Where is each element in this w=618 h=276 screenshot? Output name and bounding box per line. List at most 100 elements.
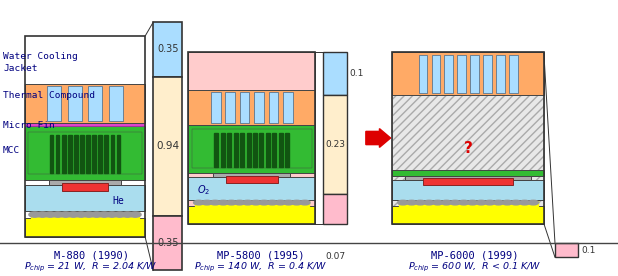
Bar (226, 176, 278, 183)
Bar (260, 132, 263, 166)
Circle shape (29, 212, 41, 217)
Bar (111, 135, 114, 173)
Bar (213, 173, 290, 177)
Circle shape (106, 212, 118, 217)
Circle shape (520, 200, 530, 205)
Circle shape (234, 200, 245, 205)
Circle shape (218, 200, 229, 205)
Bar (98, 135, 102, 173)
Bar (117, 135, 121, 173)
Bar (444, 55, 453, 93)
Circle shape (284, 200, 294, 205)
Circle shape (433, 200, 443, 205)
Circle shape (415, 200, 426, 205)
Bar (80, 135, 84, 173)
Bar (234, 132, 238, 166)
Bar (25, 218, 145, 237)
FancyArrow shape (366, 129, 391, 147)
Bar (25, 123, 145, 126)
Text: $P_{chip}$ = 21 W,  $R$ = 2.04 K/W: $P_{chip}$ = 21 W, $R$ = 2.04 K/W (25, 261, 158, 274)
Bar (188, 52, 315, 224)
Bar (457, 55, 466, 93)
Circle shape (485, 200, 495, 205)
Circle shape (510, 200, 521, 205)
Bar (392, 206, 544, 224)
Circle shape (441, 200, 452, 205)
Bar (496, 55, 505, 93)
Bar (405, 176, 531, 180)
Bar (86, 135, 90, 173)
Bar (392, 180, 544, 200)
Text: $P_{chip}$ = 140 W,  $R$ = 0.4 K/W: $P_{chip}$ = 140 W, $R$ = 0.4 K/W (195, 261, 328, 274)
Circle shape (251, 200, 261, 205)
Circle shape (450, 200, 460, 205)
Bar (25, 36, 145, 237)
Bar (192, 129, 312, 168)
Bar (266, 132, 270, 166)
Bar (483, 55, 492, 93)
Text: ?: ? (464, 141, 473, 156)
Circle shape (52, 212, 64, 217)
Text: 0.94: 0.94 (156, 141, 179, 151)
Bar (28, 132, 142, 174)
Bar (392, 52, 544, 95)
Text: 0.23: 0.23 (325, 140, 345, 149)
Bar (323, 194, 347, 224)
Bar (153, 216, 182, 270)
Bar (423, 178, 513, 185)
Circle shape (407, 200, 417, 205)
Text: $P_{chip}$ = 600 W,  $R$ < 0.1 K/W: $P_{chip}$ = 600 W, $R$ < 0.1 K/W (408, 261, 541, 274)
Circle shape (129, 212, 141, 217)
Text: 0.1: 0.1 (582, 246, 596, 254)
Text: M-880 (1990): M-880 (1990) (54, 251, 129, 261)
Text: Water Cooling
Jacket: Water Cooling Jacket (3, 52, 78, 73)
Circle shape (83, 212, 95, 217)
Circle shape (201, 200, 212, 205)
Text: 0.35: 0.35 (157, 44, 179, 54)
Bar (188, 177, 315, 200)
Text: $O_2$: $O_2$ (197, 183, 210, 197)
Bar (25, 185, 145, 211)
Text: 0.35: 0.35 (157, 238, 179, 248)
Bar (253, 132, 257, 166)
Circle shape (267, 200, 277, 205)
Bar (153, 77, 182, 216)
Bar (188, 52, 315, 224)
Bar (392, 52, 544, 224)
Bar (195, 200, 309, 206)
Text: Micro Fin: Micro Fin (3, 121, 55, 130)
Circle shape (91, 212, 103, 217)
Bar (323, 95, 347, 194)
Bar (240, 92, 250, 123)
Circle shape (275, 200, 286, 205)
Circle shape (300, 200, 310, 205)
Circle shape (67, 212, 79, 217)
Bar (48, 86, 61, 121)
Bar (188, 125, 315, 173)
Bar (226, 92, 235, 123)
Circle shape (292, 200, 302, 205)
Bar (509, 55, 518, 93)
Bar (74, 135, 78, 173)
Circle shape (493, 200, 504, 205)
Bar (49, 135, 53, 173)
Circle shape (44, 212, 56, 217)
Bar (279, 132, 283, 166)
Bar (214, 132, 219, 166)
Bar (153, 22, 182, 77)
Bar (392, 52, 544, 224)
Circle shape (210, 200, 220, 205)
Circle shape (75, 212, 87, 217)
Circle shape (476, 200, 486, 205)
Bar (109, 86, 122, 121)
Circle shape (60, 212, 72, 217)
Bar (62, 183, 108, 191)
Bar (283, 92, 293, 123)
Bar (470, 55, 479, 93)
Circle shape (259, 200, 269, 205)
Circle shape (122, 212, 133, 217)
Bar (221, 132, 225, 166)
Bar (31, 211, 139, 218)
Bar (273, 132, 276, 166)
Bar (104, 135, 108, 173)
